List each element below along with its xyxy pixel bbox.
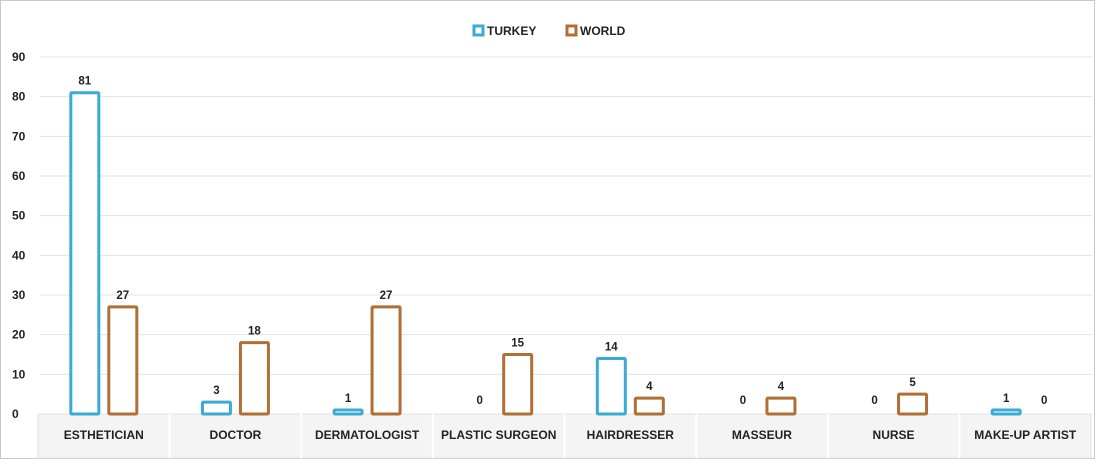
category-label: MAKE-UP ARTIST bbox=[974, 428, 1077, 442]
data-label-turkey: 0 bbox=[476, 395, 482, 407]
gridlines bbox=[40, 56, 1092, 375]
y-tick-label: 0 bbox=[12, 407, 19, 421]
data-label-world: 27 bbox=[380, 290, 393, 302]
legend-item-turkey: TURKEY bbox=[472, 24, 536, 38]
legend: TURKEY WORLD bbox=[472, 24, 626, 38]
data-label-turkey: 1 bbox=[345, 393, 352, 405]
y-tick-label: 60 bbox=[12, 169, 26, 183]
data-label-world: 5 bbox=[909, 377, 916, 389]
legend-label: TURKEY bbox=[487, 24, 536, 38]
category-label: PLASTIC SURGEON bbox=[441, 428, 556, 442]
y-tick-label: 50 bbox=[12, 209, 26, 223]
y-tick-label: 30 bbox=[12, 288, 26, 302]
bar-turkey bbox=[332, 408, 364, 416]
category-label: MASSEUR bbox=[732, 428, 792, 442]
y-axis: 0 10 20 30 40 50 60 70 80 90 bbox=[12, 50, 26, 421]
data-label-turkey: 0 bbox=[740, 395, 746, 407]
bar-world bbox=[502, 353, 534, 416]
category-band bbox=[37, 413, 1092, 459]
bar-turkey bbox=[69, 91, 101, 416]
y-tick-label: 80 bbox=[12, 90, 26, 104]
data-label-turkey: 14 bbox=[605, 341, 618, 353]
category-label: ESTHETICIAN bbox=[64, 428, 144, 442]
bar-world bbox=[107, 305, 139, 416]
data-label-world: 0 bbox=[1041, 395, 1047, 407]
bar-world bbox=[897, 392, 929, 416]
data-label-world: 4 bbox=[646, 381, 653, 393]
y-tick-label: 40 bbox=[12, 248, 26, 262]
bar-world bbox=[765, 396, 797, 416]
bar-world bbox=[370, 305, 402, 416]
data-label-turkey: 0 bbox=[871, 395, 877, 407]
legend-swatch bbox=[565, 24, 578, 37]
category-label: DOCTOR bbox=[210, 428, 262, 442]
bar-world bbox=[238, 341, 270, 416]
x-axis-labels: ESTHETICIAN DOCTOR DERMATOLOGIST PLASTIC SU… bbox=[64, 428, 1077, 442]
category-label: DERMATOLOGIST bbox=[315, 428, 420, 442]
legend-swatch bbox=[472, 24, 485, 37]
bar-turkey bbox=[595, 356, 627, 416]
data-label-world: 18 bbox=[248, 326, 261, 338]
y-tick-label: 90 bbox=[12, 50, 26, 64]
y-tick-label: 10 bbox=[12, 367, 26, 381]
y-tick-label: 20 bbox=[12, 328, 26, 342]
bar-turkey bbox=[200, 400, 232, 416]
bar-turkey bbox=[990, 408, 1022, 416]
bars bbox=[69, 91, 1022, 416]
legend-label: WORLD bbox=[580, 24, 626, 38]
data-label-world: 27 bbox=[116, 290, 129, 302]
data-label-turkey: 81 bbox=[78, 76, 91, 88]
data-label-turkey: 1 bbox=[1003, 393, 1010, 405]
data-label-world: 4 bbox=[778, 381, 785, 393]
category-label: NURSE bbox=[873, 428, 915, 442]
legend-item-world: WORLD bbox=[565, 24, 626, 38]
category-label: HAIRDRESSER bbox=[587, 428, 675, 442]
data-label-turkey: 3 bbox=[213, 385, 219, 397]
bar-world bbox=[633, 396, 665, 416]
data-label-world: 15 bbox=[511, 338, 524, 350]
y-tick-label: 70 bbox=[12, 129, 26, 143]
